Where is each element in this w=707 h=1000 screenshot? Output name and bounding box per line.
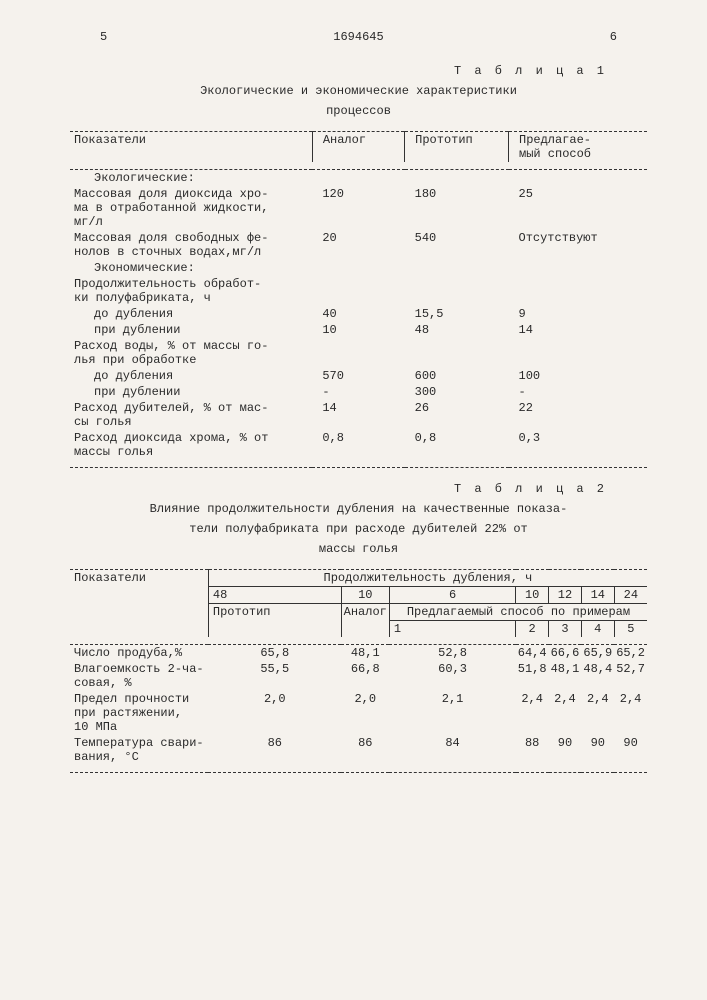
table1-title2: процессов: [70, 104, 647, 118]
table-row: Расход дубителей, % от мас- сы голья 14 …: [70, 400, 647, 430]
table-row: Предел прочности при растяжении, 10 МПа2…: [70, 691, 647, 735]
table-row: Влагоемкость 2-ча- совая, %55,566,860,35…: [70, 661, 647, 691]
page-num-right: 6: [610, 30, 617, 44]
table2-title1: Влияние продолжительности дубления на ка…: [70, 502, 647, 516]
table-row: Массовая доля свободных фе- нолов в сточ…: [70, 230, 647, 260]
t1-h2: Прототип: [405, 132, 509, 163]
page-header: 5 1694645 6: [100, 30, 617, 44]
table2-title2: тели полуфабриката при расходе дубителей…: [70, 522, 647, 536]
table-row: при дублении 10 48 14: [70, 322, 647, 338]
table1-head-row: Показатели Аналог Прототип Предлагае- мы…: [70, 132, 647, 163]
t1-sec2: Экономические:: [70, 260, 647, 276]
patent-number: 1694645: [333, 30, 383, 44]
table-row: Температура свари- вания, °С868684889090…: [70, 735, 647, 765]
t2-head1: Показатели Продолжительность дубления, ч: [70, 570, 647, 587]
t1-sec1: Экологические:: [70, 170, 647, 187]
t1-h0: Показатели: [70, 132, 312, 163]
page-num-left: 5: [100, 30, 107, 44]
table1-title1: Экологические и экономические характерис…: [70, 84, 647, 98]
table-row: Массовая доля диоксида хро- ма в отработ…: [70, 186, 647, 230]
table-row: при дублении - 300 -: [70, 384, 647, 400]
table-row: до дубления 570 600 100: [70, 368, 647, 384]
table1: Показатели Аналог Прототип Предлагае- мы…: [70, 124, 647, 468]
table1-label: Т а б л и ц а 1: [70, 64, 607, 78]
t1-h3: Предлагае- мый способ: [509, 132, 648, 163]
table2-label: Т а б л и ц а 2: [70, 482, 607, 496]
table-row: Расход диоксида хрома, % от массы голья …: [70, 430, 647, 460]
table-row: до дубления 40 15,5 9: [70, 306, 647, 322]
table2-title3: массы голья: [70, 542, 647, 556]
table2: Показатели Продолжительность дубления, ч…: [70, 562, 647, 773]
t1-h1: Аналог: [312, 132, 404, 163]
table-row: Расход воды, % от массы го- лья при обра…: [70, 338, 647, 368]
table-row: Продолжительность обработ- ки полуфабрик…: [70, 276, 647, 306]
table-row: Число продуба,%65,848,152,864,466,665,96…: [70, 645, 647, 662]
